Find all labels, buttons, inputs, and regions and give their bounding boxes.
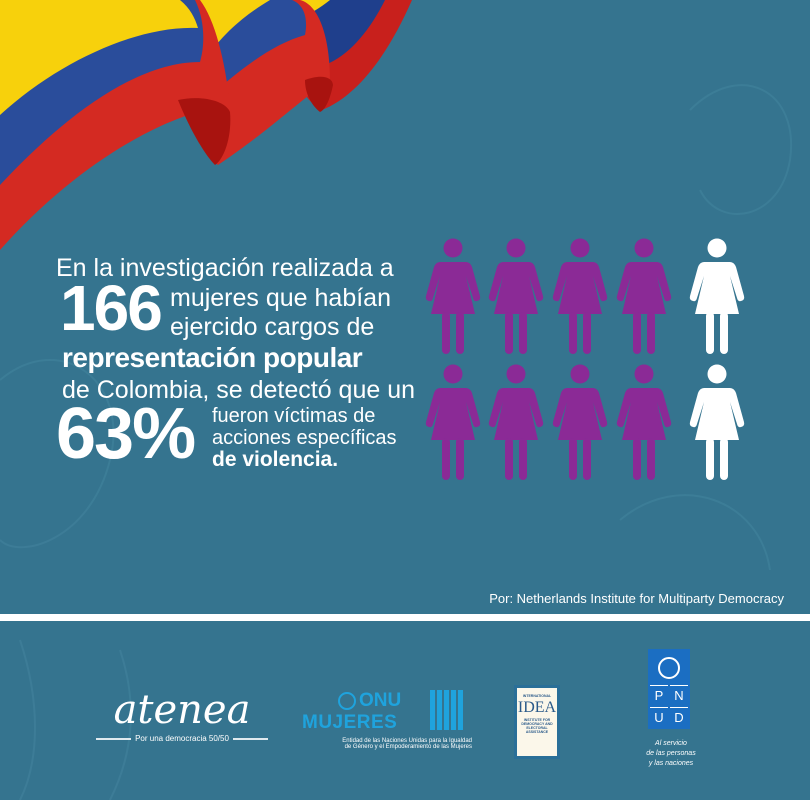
pnud-letter-d: D xyxy=(670,707,688,727)
mujeres-text: MUJERES xyxy=(302,712,398,733)
violence-line: de violencia. xyxy=(212,448,339,471)
pnud-logo: P N U D Al servicio de las personas y la… xyxy=(640,649,702,769)
violence-percentage: 63% xyxy=(56,394,196,474)
pnud-tagline-1: Al servicio xyxy=(655,740,687,747)
idea-top: INTERNATIONAL xyxy=(522,694,552,698)
woman-icon-affected xyxy=(552,364,608,480)
women-line: mujeres que habían xyxy=(170,284,391,312)
onu-text: ONU xyxy=(359,690,402,711)
colombia-flag-ribbon xyxy=(0,0,420,250)
woman-icon-affected xyxy=(552,238,608,354)
woman-icon-affected xyxy=(425,238,481,354)
atenea-tagline: Por una democracia 50/50 xyxy=(135,734,229,743)
atenea-logo: atenea Por una democracia 50/50 xyxy=(96,690,268,743)
woman-icon-affected xyxy=(616,364,672,480)
woman-icon-affected xyxy=(425,364,481,480)
pnud-tagline-2: de las personas xyxy=(646,750,696,757)
representation-line: representación popular xyxy=(62,342,363,373)
intro-line: En la investigación realizada a xyxy=(56,254,394,282)
actions-line: acciones específicas xyxy=(212,427,397,449)
woman-icon-affected xyxy=(488,364,544,480)
victims-line: fueron víctimas de xyxy=(212,405,376,427)
woman-icon-affected xyxy=(616,238,672,354)
atenea-wordmark: atenea xyxy=(113,687,251,733)
onu-mujeres-tagline-2: de Género y el Empoderamiento de las Muj… xyxy=(344,744,472,750)
women-count: 166 xyxy=(60,272,163,344)
woman-icon-affected xyxy=(488,238,544,354)
onu-mujeres-logo: ONU MUJERES Entidad de las Naciones Unid… xyxy=(302,690,472,750)
positions-line: ejercido cargos de xyxy=(170,313,375,341)
woman-icon xyxy=(689,238,745,354)
un-emblem-icon xyxy=(338,692,356,710)
source-credit: Por: Netherlands Institute for Multipart… xyxy=(489,591,784,606)
idea-sub3: ELECTORAL xyxy=(526,726,548,730)
idea-sub4: ASSISTANCE xyxy=(525,730,549,734)
un-emblem-icon xyxy=(650,651,688,685)
onu-mujeres-symbol-icon xyxy=(430,690,464,730)
pnud-tagline-3: y las naciones xyxy=(648,760,694,767)
idea-name: IDEA xyxy=(517,699,557,716)
idea-sub2: DEMOCRACY AND xyxy=(521,722,553,726)
colombia-line: de Colombia, se detectó que un xyxy=(62,376,416,404)
pnud-letter-p: P xyxy=(650,685,668,705)
idea-logo: INTERNATIONAL IDEA INSTITUTE FOR DEMOCRA… xyxy=(514,685,560,759)
women-pictogram xyxy=(425,238,745,480)
divider xyxy=(0,614,810,621)
woman-icon xyxy=(689,364,745,480)
onu-mujeres-tagline-1: Entidad de las Naciones Unidas para la I… xyxy=(342,738,472,744)
pnud-letter-n: N xyxy=(670,685,688,705)
pnud-letter-u: U xyxy=(650,707,668,727)
idea-sub1: INSTITUTE FOR xyxy=(523,718,551,722)
